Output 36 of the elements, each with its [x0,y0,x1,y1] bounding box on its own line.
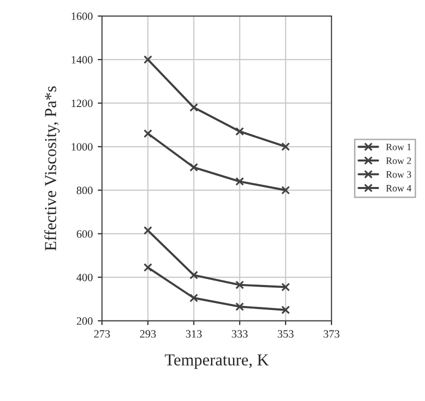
legend-label: Row 1 [386,144,411,150]
x-tick-label: 293 [140,330,156,338]
y-tick-label: 1000 [72,143,93,151]
x-tick-label: 333 [232,330,248,338]
y-tick-label: 200 [76,317,93,325]
x-axis-title: Temperature, K [164,354,269,369]
legend-label: Row 3 [386,171,412,178]
y-tick-label: 600 [76,230,93,238]
x-tick-label: 313 [186,330,202,338]
legend-label: Row 4 [386,184,412,192]
point [144,226,152,235]
point [235,127,244,136]
point [235,280,244,290]
x-tick-label: 373 [324,330,340,338]
point [189,294,198,302]
y-tick-label: 400 [76,274,93,282]
point [281,282,290,292]
point [235,302,244,311]
point [144,263,152,272]
x-tick-label: 353 [278,330,294,338]
x-tick-label: 273 [94,330,110,338]
y-axis-title: Effective Viscosity, Pa*s [44,86,60,251]
point [281,186,290,194]
point [189,103,198,112]
point [235,177,244,186]
point [281,306,290,314]
point [189,163,198,172]
point [144,129,152,138]
y-tick-label: 1200 [72,100,93,108]
legend-label: Row 2 [386,157,411,164]
point [189,270,198,280]
y-tick-label: 800 [76,186,93,194]
y-tick-label: 1400 [72,56,93,64]
point [281,142,290,151]
point [144,55,152,64]
y-tick-label: 1600 [72,12,93,20]
